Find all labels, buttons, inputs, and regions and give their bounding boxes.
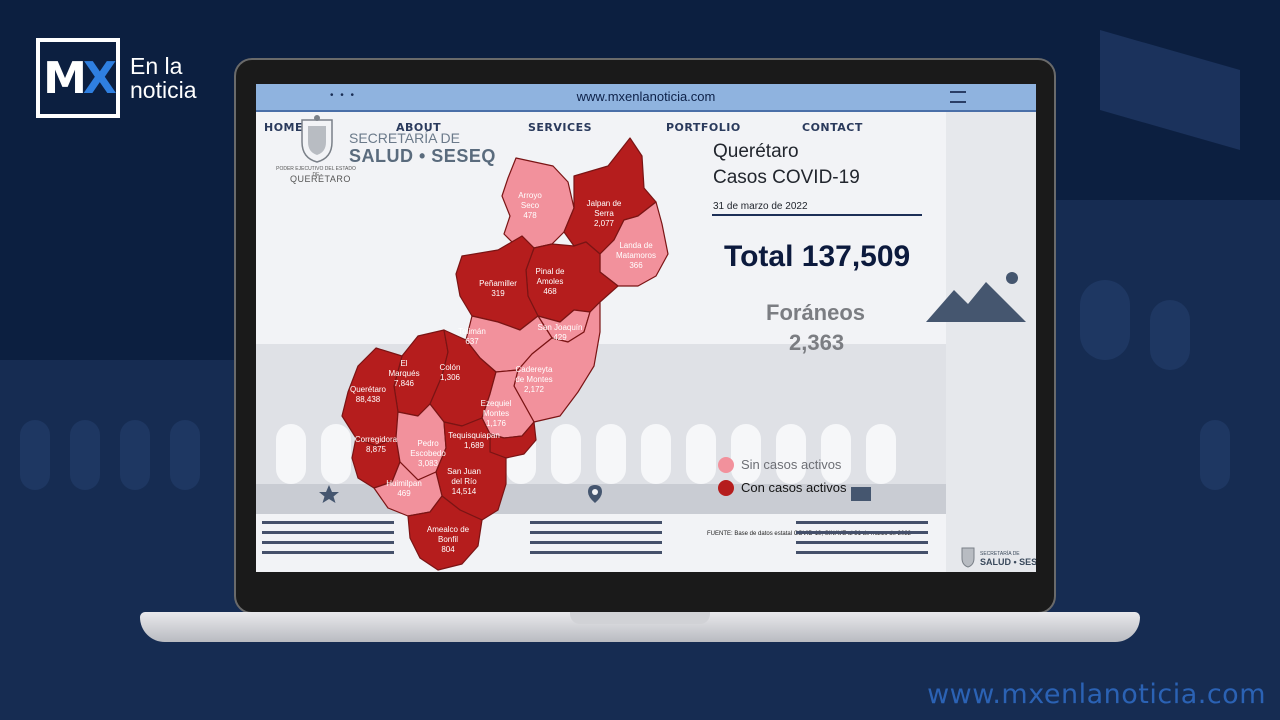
logo-text-line1: En la — [130, 53, 183, 79]
legend-label-active: Con casos activos — [741, 480, 847, 495]
logo-mark-text: MX — [43, 52, 117, 104]
label-huimilpan: Huimilpan 469 — [386, 479, 422, 498]
logo-mark: MX — [36, 38, 120, 118]
logo-text-line2: noticia — [130, 77, 197, 103]
legend-swatch-active — [718, 480, 734, 496]
report-title-line1: Querétaro — [713, 141, 799, 162]
location-pin-icon[interactable] — [586, 484, 604, 504]
label-landa: Landa de Matamoros 366 — [616, 241, 656, 270]
source-note: FUENTE: Base de datos estatal COVID-19, … — [707, 531, 911, 537]
watermark-url: www.mxenlanoticia.com — [927, 679, 1266, 710]
label-penamiller: Peñamiller 319 — [479, 279, 517, 298]
report-title-line2: Casos COVID-19 — [713, 167, 860, 188]
laptop-notch — [570, 612, 710, 624]
browser-bar: • • • www.mxenlanoticia.com — [256, 84, 1036, 112]
label-ezequiel: Ezequiel Montes 1,176 — [481, 399, 512, 428]
queretaro-seal-icon — [301, 115, 333, 163]
date-underline — [712, 214, 922, 216]
total-cases: Total 137,509 — [724, 240, 911, 273]
nav-portfolio[interactable]: PORTFOLIO — [666, 121, 741, 134]
map-landa-de-matamoros[interactable] — [599, 201, 669, 287]
secretaria-line2: SALUD • SESEQ — [349, 146, 496, 166]
label-cadereyta: Cadereyta de Montes 2,172 — [515, 365, 553, 394]
secretaria-line1: SECRETARÍA DE — [349, 130, 460, 146]
right-gray-panel — [946, 112, 1036, 572]
footer-text-block-1 — [262, 521, 394, 561]
label-jalpan: Jalpan de Serra 2,077 — [587, 199, 622, 228]
nav-services[interactable]: SERVICES — [528, 121, 593, 134]
label-amealco: Amealco de Bonfil 804 — [427, 525, 470, 554]
seal-caption: PODER EJECUTIVO DEL ESTADO DE — [276, 166, 356, 178]
nav-home[interactable]: HOME — [264, 121, 304, 134]
label-pedro: Pedro Escobedo 3,083 — [410, 439, 446, 468]
report-date: 31 de marzo de 2022 — [713, 201, 808, 212]
label-sanjuan: San Juan del Río 14,514 — [447, 467, 481, 496]
mail-icon[interactable] — [850, 486, 872, 502]
legend-swatch-inactive — [718, 457, 734, 473]
window-dots[interactable]: • • • — [330, 90, 357, 101]
nav-about[interactable]: ABOUT — [396, 121, 442, 134]
label-tequis: Tequisquiapan 1,689 — [448, 431, 500, 450]
label-pinal: Pinal de Amoles 468 — [536, 267, 565, 296]
label-arroyo: Arroyo Seco 478 — [518, 191, 542, 220]
laptop-screen: • • • www.mxenlanoticia.com HOME ABOUT S… — [256, 84, 1036, 572]
mx-logo[interactable]: MX En la noticia — [36, 38, 196, 118]
star-icon[interactable] — [318, 484, 340, 504]
footer-text-block-2 — [530, 521, 662, 561]
label-toliman: Tolimán 637 — [458, 327, 486, 346]
hamburger-menu-icon[interactable] — [950, 91, 966, 103]
map-huimilpan[interactable] — [373, 461, 443, 517]
legend-label-inactive: Sin casos activos — [741, 457, 842, 472]
logo-wordmark: En la noticia — [130, 54, 196, 102]
foraneos-label: Foráneos — [766, 300, 866, 325]
footer-brand-line2: SALUD • SESEQ — [980, 557, 1036, 567]
mountain-image-icon — [926, 272, 1026, 322]
label-queretaro: Querétaro 88,438 — [350, 385, 387, 404]
label-corregidora: Corregidora 8,875 — [355, 435, 398, 454]
seal-city: QUERÉTARO — [290, 174, 351, 184]
footer-text-block-3 — [796, 521, 928, 561]
foraneos-value: 2,363 — [789, 330, 845, 355]
queretaro-municipality-map: Arroyo Seco 478 Jalpan de Serra 2,077 Landa … — [341, 137, 669, 571]
address-bar[interactable]: www.mxenlanoticia.com — [576, 89, 716, 104]
label-marques: El Marqués 7,846 — [388, 359, 419, 388]
footer-seal-icon — [961, 547, 975, 568]
nav-contact[interactable]: CONTACT — [802, 121, 863, 134]
label-sanjoaquin: San Joaquín 429 — [538, 323, 583, 342]
map-amealco-de-bonfil[interactable] — [407, 495, 483, 571]
label-colon: Colón 1,306 — [440, 363, 461, 382]
footer-brand-line1: SECRETARÍA DE — [980, 551, 1020, 557]
